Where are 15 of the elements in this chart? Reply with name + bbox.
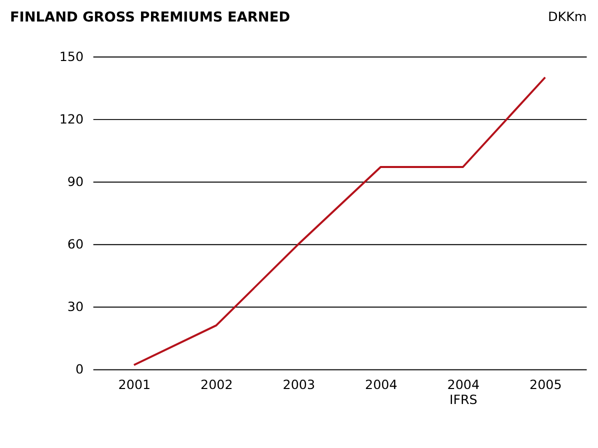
- chart-title: FINLAND GROSS PREMIUMS EARNED: [10, 9, 290, 26]
- y-tick-label: 60: [67, 236, 84, 252]
- x-tick-label: 2003: [282, 377, 316, 392]
- x-tick-label: 2005: [529, 377, 562, 392]
- y-tick-label: 150: [59, 48, 84, 64]
- y-tick-label: 90: [67, 174, 84, 190]
- x-tick-label: 2004 IFRS: [447, 377, 480, 407]
- x-tick-label: 2002: [200, 377, 233, 392]
- y-tick-label: 30: [67, 299, 84, 314]
- y-axis-title: DKKm: [548, 8, 587, 24]
- x-tick-label: 2001: [118, 377, 151, 392]
- line-series: [132, 76, 546, 366]
- y-tick-label: 0: [75, 362, 84, 377]
- y-tick-label: 120: [59, 111, 84, 126]
- x-tick-label: 2004: [365, 377, 398, 392]
